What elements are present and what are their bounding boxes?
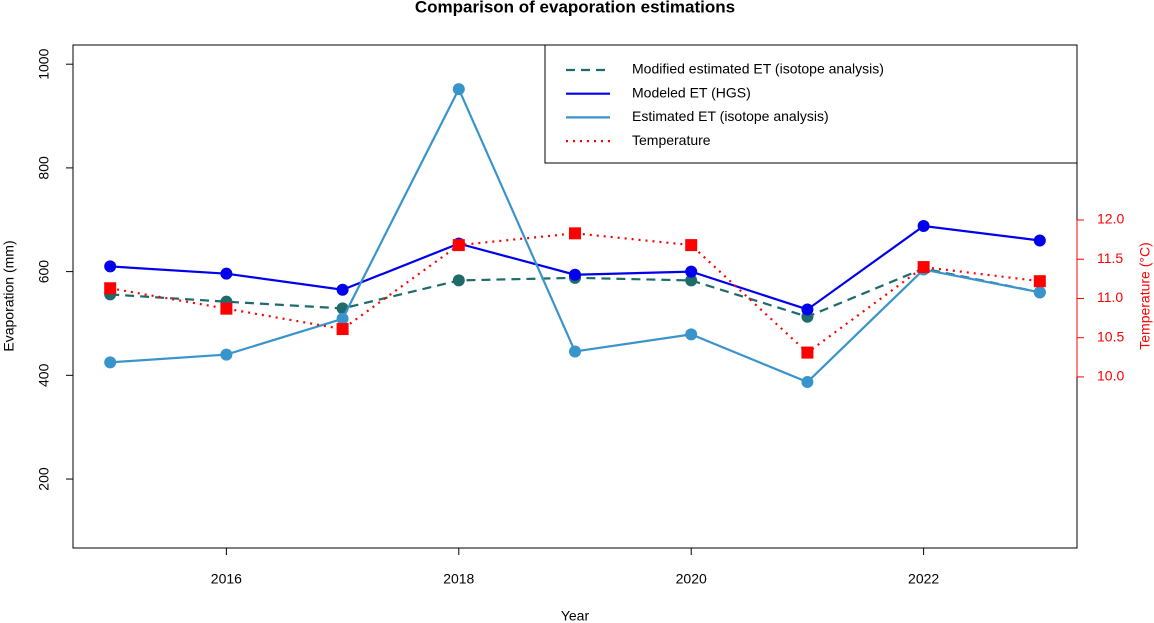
x-tick-label: 2022 — [908, 571, 939, 587]
point — [220, 302, 233, 315]
point — [685, 328, 698, 341]
y2-tick-label: 10.0 — [1097, 368, 1124, 384]
point — [801, 376, 814, 389]
legend-box — [544, 44, 1078, 164]
point — [220, 267, 233, 280]
point — [220, 348, 233, 361]
point — [801, 303, 814, 316]
point — [104, 282, 117, 295]
point — [801, 346, 814, 359]
point — [104, 356, 117, 369]
point — [104, 260, 117, 273]
y2-tick-label: 11.5 — [1097, 250, 1123, 266]
point — [452, 239, 465, 252]
point — [1033, 286, 1046, 299]
y-tick-label: 1000 — [36, 48, 52, 79]
legend-label: Modified estimated ET (isotope analysis) — [632, 61, 884, 77]
legend-label: Modeled ET (HGS) — [632, 84, 751, 100]
y2-tick-label: 11.0 — [1097, 289, 1123, 305]
point — [917, 261, 930, 274]
point — [1033, 234, 1046, 247]
point — [336, 312, 349, 325]
x-axis-label: Year — [561, 608, 590, 623]
point — [569, 268, 581, 281]
y-tick-label: 800 — [36, 156, 52, 180]
point — [685, 239, 698, 252]
point — [917, 219, 930, 232]
y2-tick-label: 12.0 — [1097, 211, 1124, 227]
point — [452, 274, 465, 287]
chart-title: Comparison of evaporation estimations — [415, 0, 735, 16]
y-axis-label: Evaporation (mm) — [1, 240, 17, 351]
x-tick-label: 2018 — [443, 571, 474, 587]
y2-tick-label: 10.5 — [1097, 328, 1124, 344]
point — [452, 83, 465, 96]
legend-label: Estimated ET (isotope analysis) — [632, 108, 829, 124]
point — [336, 283, 349, 296]
x-tick-label: 2020 — [676, 571, 707, 587]
y-tick-label: 400 — [36, 363, 52, 387]
point — [685, 274, 698, 287]
y-tick-label: 200 — [36, 467, 52, 491]
legend-label: Temperature — [632, 132, 711, 148]
point — [336, 323, 349, 336]
point — [569, 227, 581, 240]
point — [685, 265, 698, 278]
x-tick-label: 2016 — [211, 571, 242, 587]
point — [569, 345, 581, 358]
y2-axis-label: Temperature (°C) — [1137, 242, 1153, 350]
point — [1033, 275, 1046, 288]
y-tick-label: 600 — [36, 260, 52, 284]
